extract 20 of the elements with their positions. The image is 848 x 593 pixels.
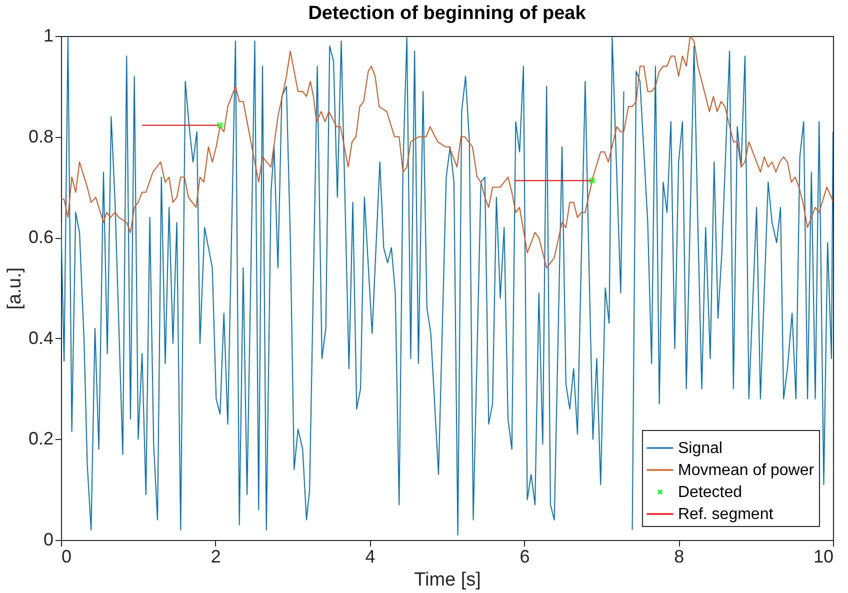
- line-series: [61, 36, 833, 268]
- x-axis-title: Time [s]: [414, 570, 481, 590]
- x-tick-label: 4: [365, 546, 376, 566]
- chart-title: Detection of beginning of peak: [308, 3, 586, 24]
- x-tick-label: 2: [210, 546, 221, 566]
- y-tick-label: 0.4: [28, 328, 54, 348]
- x-tick-label: 10: [813, 546, 834, 566]
- y-tick-label: 0: [43, 530, 54, 550]
- y-tick-label: 0.8: [28, 126, 54, 146]
- legend-label: Ref. segment: [678, 506, 774, 523]
- legend-label: Detected: [678, 484, 742, 501]
- y-axis-title: [a.u.]: [4, 267, 26, 310]
- x-tick-label: 6: [520, 546, 530, 566]
- y-tick-label: 0.6: [28, 227, 54, 248]
- x-tick-label: 8: [674, 546, 684, 566]
- y-tick-label: 1: [43, 26, 54, 46]
- legend-label: Movmean of power: [678, 462, 815, 479]
- legend-label: Signal: [678, 440, 722, 457]
- x-tick-label: 0: [62, 546, 72, 566]
- y-tick-label: 0.2: [28, 428, 54, 449]
